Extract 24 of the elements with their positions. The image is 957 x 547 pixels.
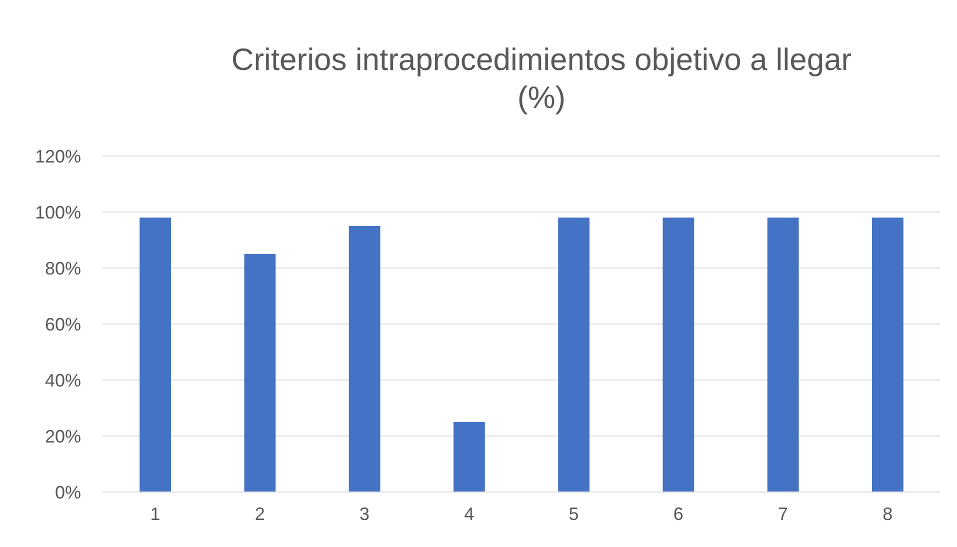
x-tick-label: 6 xyxy=(673,504,684,524)
bar xyxy=(872,218,904,492)
y-tick-label: 40% xyxy=(44,370,81,390)
x-tick-label: 8 xyxy=(882,504,893,524)
y-tick-label: 100% xyxy=(34,202,81,222)
bar xyxy=(244,254,276,492)
y-tick-label: 80% xyxy=(44,258,81,278)
x-tick-label: 1 xyxy=(150,504,160,524)
chart-title: Criterios intraprocedimientos objetivo a llegar (%) xyxy=(231,42,852,115)
y-tick-label: 120% xyxy=(34,146,81,166)
y-tick-label: 0% xyxy=(54,482,81,502)
x-tick-label: 3 xyxy=(360,504,370,524)
bar xyxy=(140,218,172,492)
x-tick-label: 4 xyxy=(464,504,474,524)
bar xyxy=(453,422,485,492)
x-tick-label: 7 xyxy=(778,504,788,524)
bar xyxy=(348,226,380,492)
x-tick-label: 5 xyxy=(568,504,579,524)
bar xyxy=(662,218,694,492)
bar xyxy=(558,218,590,492)
x-tick-label: 2 xyxy=(254,504,265,524)
y-tick-label: 60% xyxy=(44,314,81,334)
y-tick-label: 20% xyxy=(44,426,81,446)
bar xyxy=(767,218,799,492)
